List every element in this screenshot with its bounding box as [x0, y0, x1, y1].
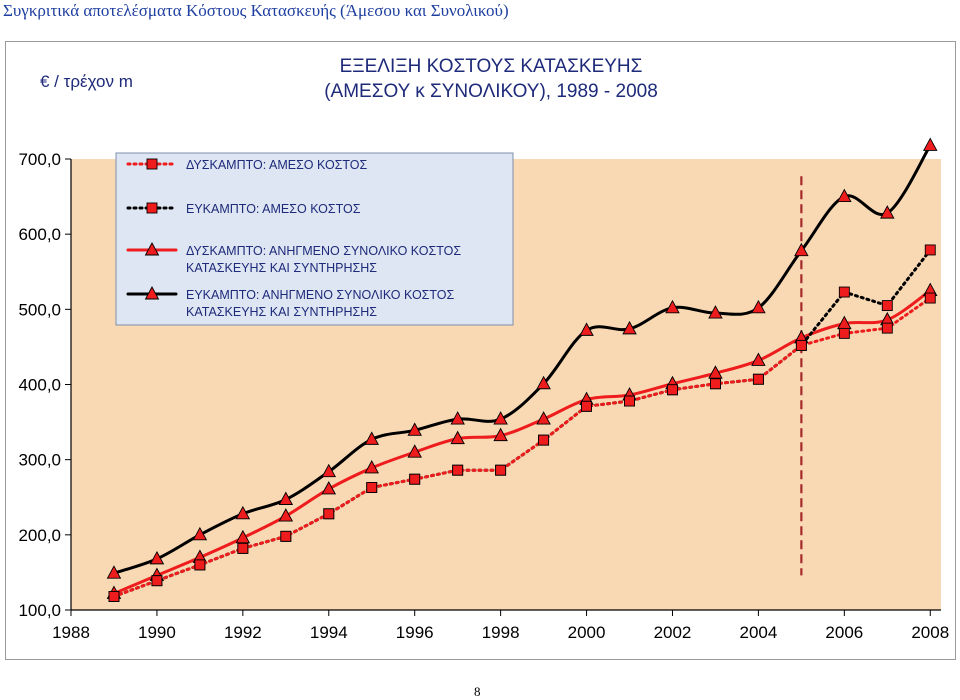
data-point — [278, 491, 294, 505]
data-point — [837, 188, 852, 203]
data-point — [708, 365, 723, 379]
data-point — [881, 300, 893, 312]
data-point — [450, 430, 465, 445]
data-point — [924, 292, 936, 304]
y-tick-label: 300,0 — [18, 451, 61, 470]
legend-swatch-marker — [146, 158, 158, 170]
y-tick-label: 600,0 — [18, 225, 61, 244]
data-point — [751, 352, 766, 366]
data-point — [235, 505, 251, 520]
series-4 — [106, 137, 938, 579]
data-point — [321, 463, 337, 478]
y-tick-label: 700,0 — [18, 150, 61, 169]
y-axis-unit-label: € / τρέχον m — [40, 72, 133, 91]
data-point — [149, 550, 165, 565]
x-tick-label: 2006 — [825, 623, 863, 642]
data-point — [838, 327, 850, 339]
data-point — [880, 205, 895, 219]
data-point — [622, 320, 637, 335]
x-tick-label: 2008 — [911, 623, 949, 642]
x-tick-label: 1988 — [52, 623, 90, 642]
data-point — [151, 575, 163, 587]
legend-label: ΕΥΚΑΜΠΤΟ: ΑΝΗΓΜΕΝΟ ΣΥΝΟΛΙΚΟ ΚΟΣΤΟΣ — [186, 288, 455, 302]
legend-label: ΕΥΚΑΜΠΤΟ: ΑΜΕΣΟ ΚΟΣΤΟΣ — [186, 202, 361, 216]
page-number: 8 — [474, 684, 481, 699]
legend-label: ΔΥΣΚΑΜΠΤΟ: ΑΜΕΣΟ ΚΟΣΤΟΣ — [186, 158, 368, 172]
data-point — [667, 384, 678, 396]
chart-frame: ΕΞΕΛΙΞΗ ΚΟΣΤΟΥΣ ΚΑΤΑΣΚΕΥΗΣ (ΑΜΕΣΟΥ κ ΣΥΝ… — [5, 41, 956, 660]
legend-box — [115, 152, 514, 326]
data-point — [624, 395, 635, 407]
data-point — [579, 322, 594, 336]
data-point — [538, 434, 550, 446]
y-tick-label: 200,0 — [18, 526, 61, 545]
data-point — [407, 444, 422, 458]
x-tick-label: 2002 — [654, 623, 692, 642]
y-tick-label: 500,0 — [18, 300, 61, 319]
data-point — [364, 431, 379, 445]
data-point — [366, 482, 378, 493]
data-point — [752, 373, 764, 385]
series-line — [112, 296, 932, 598]
legend-label: ΔΥΣΚΑΜΠΤΟ: ΑΝΗΓΜΕΝΟ ΣΥΝΟΛΙΚΟ ΚΟΣΤΟΣ — [186, 244, 461, 258]
line-chart: 100,0 200,0 300,0 400,0 500,0 600,0 700,0 1988 1… — [18, 137, 949, 642]
legend-swatch-marker — [144, 242, 160, 256]
x-tick-label: 1990 — [138, 623, 176, 642]
legend-label: ΚΑΤΑΣΚΕΥΗΣ ΚΑΙ ΣΥΝΤΗΡΗΣΗΣ — [186, 305, 377, 319]
data-point — [452, 464, 464, 476]
x-tick-label: 2004 — [739, 623, 777, 642]
data-point — [194, 559, 206, 571]
data-point — [192, 526, 208, 541]
data-point — [409, 473, 421, 485]
data-point — [237, 542, 249, 554]
data-point — [321, 481, 337, 495]
chart-title-line-1: ΕΞΕΛΙΞΗ ΚΟΣΤΟΥΣ ΚΑΤΑΣΚΕΥΗΣ — [339, 56, 643, 77]
legend: ΔΥΣΚΑΜΠΤΟ: ΑΜΕΣΟ ΚΟΣΤΟΣ ΕΥΚΑΜΠΤΟ: ΑΜΕΣΟ Κ… — [115, 152, 514, 326]
legend-swatch-marker — [144, 286, 160, 300]
data-point — [278, 508, 294, 522]
x-tick-label: 1994 — [310, 623, 348, 642]
x-tick-label: 1992 — [224, 623, 262, 642]
chart-title: ΕΞΕΛΙΞΗ ΚΟΣΤΟΥΣ ΚΑΤΑΣΚΕΥΗΣ (ΑΜΕΣΟΥ κ ΣΥΝ… — [256, 54, 726, 104]
data-point — [364, 459, 379, 474]
data-point — [106, 565, 122, 579]
data-point — [665, 299, 680, 314]
legend-item-3: ΔΥΣΚΑΜΠΤΟ: ΑΝΗΓΜΕΝΟ ΣΥΝΟΛΙΚΟ ΚΟΣΤΟΣ ΚΑΤΑΣ… — [126, 242, 461, 275]
data-point — [923, 137, 938, 151]
chart-title-line-2: (ΑΜΕΣΟΥ κ ΣΥΝΟΛΙΚΟΥ), 1989 - 2008 — [324, 81, 658, 102]
data-point — [838, 286, 850, 298]
data-point — [493, 411, 508, 425]
data-point — [581, 400, 593, 412]
data-point — [450, 411, 465, 425]
data-point — [924, 244, 936, 256]
legend-item-4: ΕΥΚΑΜΠΤΟ: ΑΝΗΓΜΕΝΟ ΣΥΝΟΛΙΚΟ ΚΟΣΤΟΣ ΚΑΤΑΣΚ… — [126, 286, 455, 319]
data-point — [536, 375, 551, 390]
data-point — [108, 591, 120, 602]
x-tick-label: 1996 — [396, 623, 434, 642]
legend-label: ΚΑΤΑΣΚΕΥΗΣ ΚΑΙ ΣΥΝΤΗΡΗΣΗΣ — [186, 261, 377, 275]
data-point — [493, 427, 508, 442]
data-point — [794, 242, 809, 257]
data-point — [708, 305, 723, 319]
x-tick-label: 1998 — [482, 623, 520, 642]
data-point — [709, 378, 721, 390]
data-point — [795, 339, 807, 351]
x-tick-label: 2000 — [568, 623, 606, 642]
legend-swatch-marker — [146, 202, 158, 214]
data-point — [323, 508, 335, 520]
legend-item-1: ΔΥΣΚΑΜΠΤΟ: ΑΜΕΣΟ ΚΟΣΤΟΣ — [126, 158, 368, 172]
data-point — [536, 411, 551, 425]
y-tick-label: 400,0 — [18, 376, 61, 395]
data-point — [881, 322, 893, 334]
data-point — [235, 529, 251, 544]
series-1 — [108, 292, 936, 602]
data-point — [280, 530, 292, 542]
data-point — [495, 464, 507, 476]
page-header: Συγκριτικά αποτελέσματα Κόστους Κατασκευ… — [3, 1, 509, 20]
data-point — [407, 422, 422, 436]
data-point — [751, 299, 766, 314]
legend-item-2: ΕΥΚΑΜΠΤΟ: ΑΜΕΣΟ ΚΟΣΤΟΣ — [126, 202, 361, 216]
y-tick-label: 100,0 — [18, 601, 61, 620]
